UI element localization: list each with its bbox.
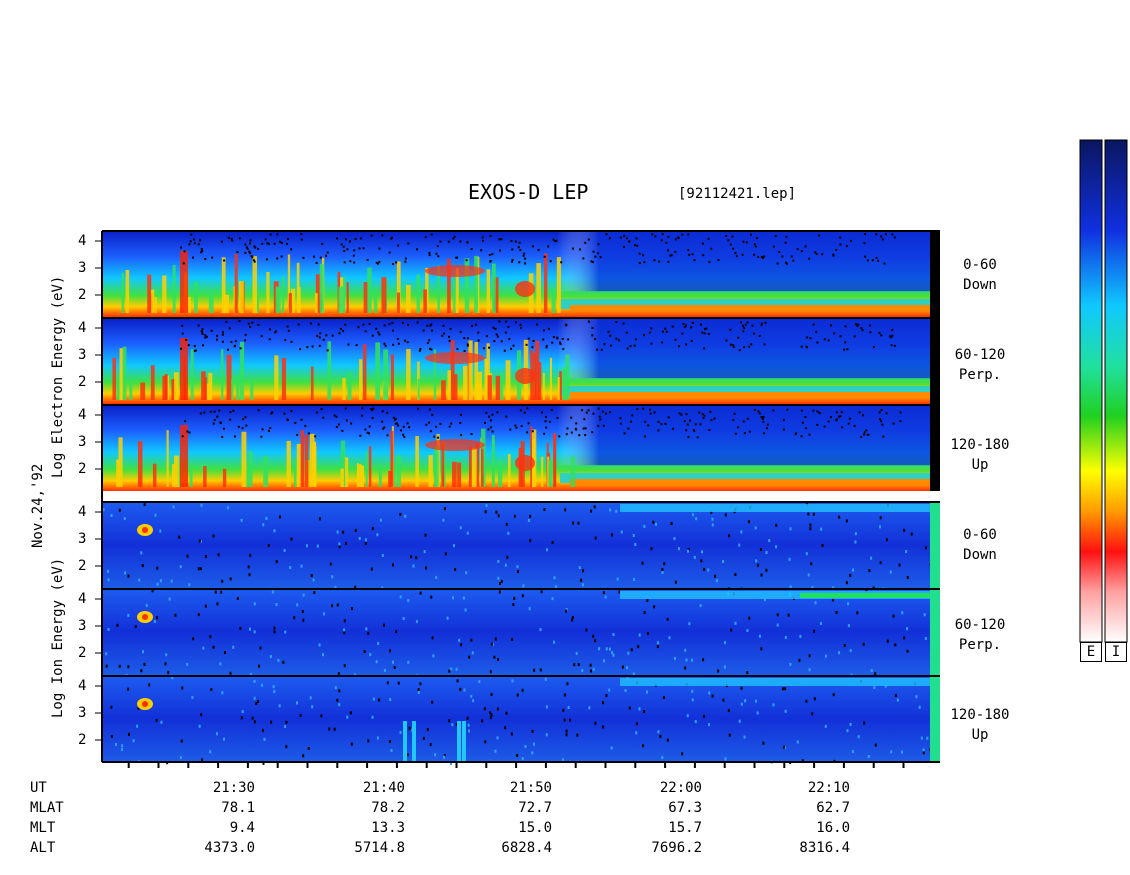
- colorbar-electron: [1079, 139, 1103, 643]
- ion-panel-2-label: 60-120 Perp.: [954, 617, 1006, 653]
- alt-value: 7696.2: [651, 840, 702, 856]
- mlt-value: 13.3: [371, 820, 405, 836]
- y-tick-label: 4: [78, 233, 87, 249]
- alt-value: 4373.0: [204, 840, 255, 856]
- electron-spectrogram-panel-2: [102, 318, 930, 404]
- y-tick-label: 2: [78, 461, 87, 477]
- electron-panel-2-label: 60-120 Perp.: [954, 347, 1006, 383]
- panel-edge-strip: [930, 318, 940, 404]
- panel-edge-strip: [930, 676, 940, 762]
- mlat-value: 78.1: [221, 800, 255, 816]
- electron-axis-label: Log Electron Energy (eV): [50, 275, 66, 478]
- ut-row-label: UT: [30, 780, 47, 796]
- y-tick-label: 2: [78, 558, 87, 574]
- ion-axis-label: Log Ion Energy (eV): [50, 557, 66, 718]
- alt-value: 5714.8: [354, 840, 405, 856]
- y-tick-label: 2: [78, 732, 87, 748]
- file-name: [92112421.lep]: [678, 186, 797, 202]
- y-tick-label: 3: [78, 618, 87, 634]
- y-tick-label: 2: [78, 287, 87, 303]
- alt-row-label: ALT: [30, 840, 56, 856]
- mlt-value: 16.0: [816, 820, 850, 836]
- mlt-value: 15.0: [518, 820, 552, 836]
- ion-spectrogram-panel-2: [102, 589, 930, 678]
- alt-value: 8316.4: [799, 840, 850, 856]
- x-tick-label: 21:40: [362, 780, 405, 796]
- alt-value: 6828.4: [501, 840, 552, 856]
- y-tick-label: 2: [78, 645, 87, 661]
- panel-edge-strip: [930, 405, 940, 491]
- ion-spectrogram-panel-3: [102, 676, 932, 765]
- y-tick-label: 3: [78, 531, 87, 547]
- panel-edge-strip: [930, 589, 940, 675]
- colorbar-label-e: E: [1080, 642, 1102, 662]
- mlt-value: 9.4: [229, 820, 255, 836]
- electron-panel-3-label: 120-180 Up: [950, 437, 1010, 473]
- ion-panel-1-label: 0-60 Down: [963, 527, 997, 563]
- mlat-row-label: MLAT: [30, 800, 64, 816]
- y-tick-label: 4: [78, 320, 87, 336]
- x-tick-label: 21:30: [212, 780, 255, 796]
- mlat-value: 72.7: [518, 800, 552, 816]
- y-tick-label: 4: [78, 407, 87, 423]
- mlat-value: 67.3: [668, 800, 702, 816]
- y-tick-label: 3: [78, 260, 87, 276]
- y-tick-label: 4: [78, 504, 87, 520]
- y-tick-label: 4: [78, 678, 87, 694]
- mlat-value: 62.7: [816, 800, 850, 816]
- y-tick-label: 3: [78, 705, 87, 721]
- x-tick-label: 21:50: [509, 780, 552, 796]
- ion-spectrogram-panel-1: [102, 502, 932, 591]
- colorbar-label-i: I: [1105, 642, 1127, 662]
- y-tick-label: 3: [78, 347, 87, 363]
- y-tick-label: 2: [78, 374, 87, 390]
- panel-edge-strip: [930, 502, 940, 588]
- mlat-value: 78.2: [371, 800, 405, 816]
- x-tick-label: 22:00: [659, 780, 702, 796]
- panel-edge-strip: [930, 231, 940, 317]
- y-tick-label: 3: [78, 434, 87, 450]
- page-title: EXOS-D LEP: [468, 180, 589, 204]
- electron-spectrogram-panel-3: [102, 405, 930, 491]
- x-tick-label: 22:10: [807, 780, 850, 796]
- mlt-row-label: MLT: [30, 820, 56, 836]
- ion-panel-3-label: 120-180 Up: [950, 707, 1010, 743]
- mlt-value: 15.7: [668, 820, 702, 836]
- y-tick-label: 4: [78, 591, 87, 607]
- electron-spectrogram-panel-1: [102, 231, 930, 317]
- colorbar-ion: [1104, 139, 1128, 643]
- electron-panel-1-label: 0-60 Down: [963, 257, 997, 293]
- date-label: Nov.24,'92: [30, 463, 46, 548]
